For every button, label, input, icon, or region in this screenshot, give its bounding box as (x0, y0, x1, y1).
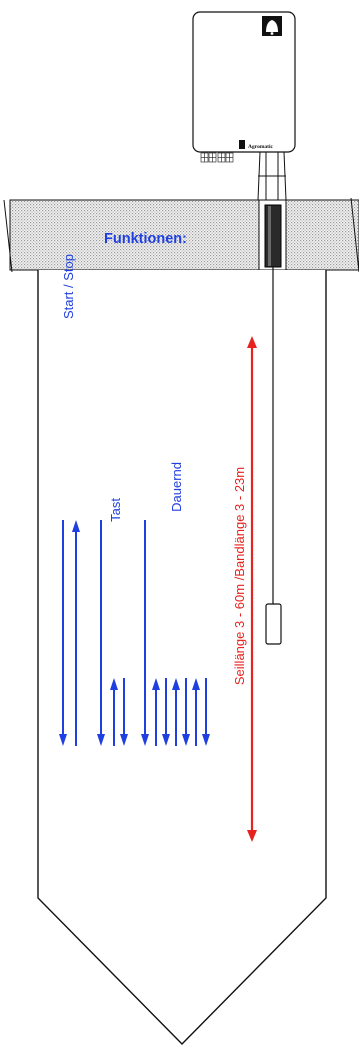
dauernd-short-up-arrow-2 (172, 678, 180, 746)
brand-logo-icon (239, 140, 245, 149)
start-stop-up-arrow (72, 520, 80, 746)
terminal-blocks (200, 152, 234, 163)
control-box: Agromatic (192, 11, 296, 201)
pipe-insert-highlight (268, 206, 271, 266)
brand-logo: Agromatic (239, 140, 274, 150)
mode-label-dauernd: Dauernd (169, 462, 184, 512)
dauernd-short-down-arrow-2 (182, 678, 190, 746)
dauernd-short-up-arrow-3 (192, 678, 200, 746)
tast-short-up-arrow (110, 678, 118, 746)
slab-left (9, 199, 260, 271)
cable-gland (257, 151, 287, 201)
length-range-arrow (247, 336, 257, 842)
mode-label-start-stop: Start / Stop (61, 254, 76, 319)
float-sensor (265, 603, 282, 645)
functions-heading: Funktionen: (104, 231, 187, 247)
brand-name: Agromatic (248, 144, 274, 150)
control-box-housing (192, 11, 296, 153)
slab-break-right (350, 197, 359, 273)
mode-label-tast: Tast (108, 498, 123, 522)
length-range-label: Seillänge 3 - 60m /Bandlänge 3 - 23m (232, 467, 247, 685)
function-arrows (59, 520, 210, 746)
pipe-insert (264, 204, 282, 268)
tank-outline (37, 270, 327, 1045)
tast-down-arrow (97, 520, 105, 746)
tast-short-down-arrow (120, 678, 128, 746)
bell-icon (262, 16, 282, 36)
slab-right (285, 199, 359, 271)
dauernd-short-down-arrow-3 (202, 678, 210, 746)
ground-slab (3, 197, 359, 273)
dauernd-down-arrow (141, 520, 149, 746)
dauernd-short-down-arrow-1 (162, 678, 170, 746)
dauernd-short-up-arrow-1 (152, 678, 160, 746)
start-stop-down-arrow (59, 520, 67, 746)
slab-break-left (3, 199, 13, 273)
